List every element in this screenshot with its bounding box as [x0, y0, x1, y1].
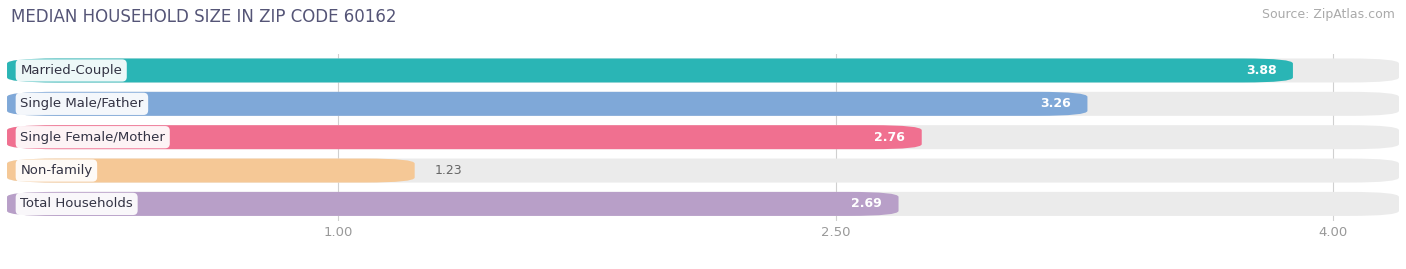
FancyBboxPatch shape [7, 192, 898, 216]
FancyBboxPatch shape [7, 125, 1399, 149]
Text: 2.69: 2.69 [851, 197, 882, 210]
Text: Non-family: Non-family [20, 164, 93, 177]
FancyBboxPatch shape [7, 92, 1399, 116]
Text: Married-Couple: Married-Couple [20, 64, 122, 77]
FancyBboxPatch shape [7, 92, 1087, 116]
Text: MEDIAN HOUSEHOLD SIZE IN ZIP CODE 60162: MEDIAN HOUSEHOLD SIZE IN ZIP CODE 60162 [11, 8, 396, 26]
FancyBboxPatch shape [7, 125, 922, 149]
FancyBboxPatch shape [7, 192, 1399, 216]
Text: Single Female/Mother: Single Female/Mother [20, 131, 165, 144]
FancyBboxPatch shape [7, 158, 1399, 183]
FancyBboxPatch shape [7, 158, 415, 183]
Text: 2.76: 2.76 [875, 131, 905, 144]
FancyBboxPatch shape [7, 58, 1399, 83]
Text: 1.23: 1.23 [434, 164, 463, 177]
Text: Source: ZipAtlas.com: Source: ZipAtlas.com [1261, 8, 1395, 21]
Text: 3.26: 3.26 [1040, 97, 1071, 110]
Text: 3.88: 3.88 [1246, 64, 1277, 77]
FancyBboxPatch shape [7, 58, 1294, 83]
Text: Total Households: Total Households [20, 197, 134, 210]
Text: Single Male/Father: Single Male/Father [20, 97, 143, 110]
